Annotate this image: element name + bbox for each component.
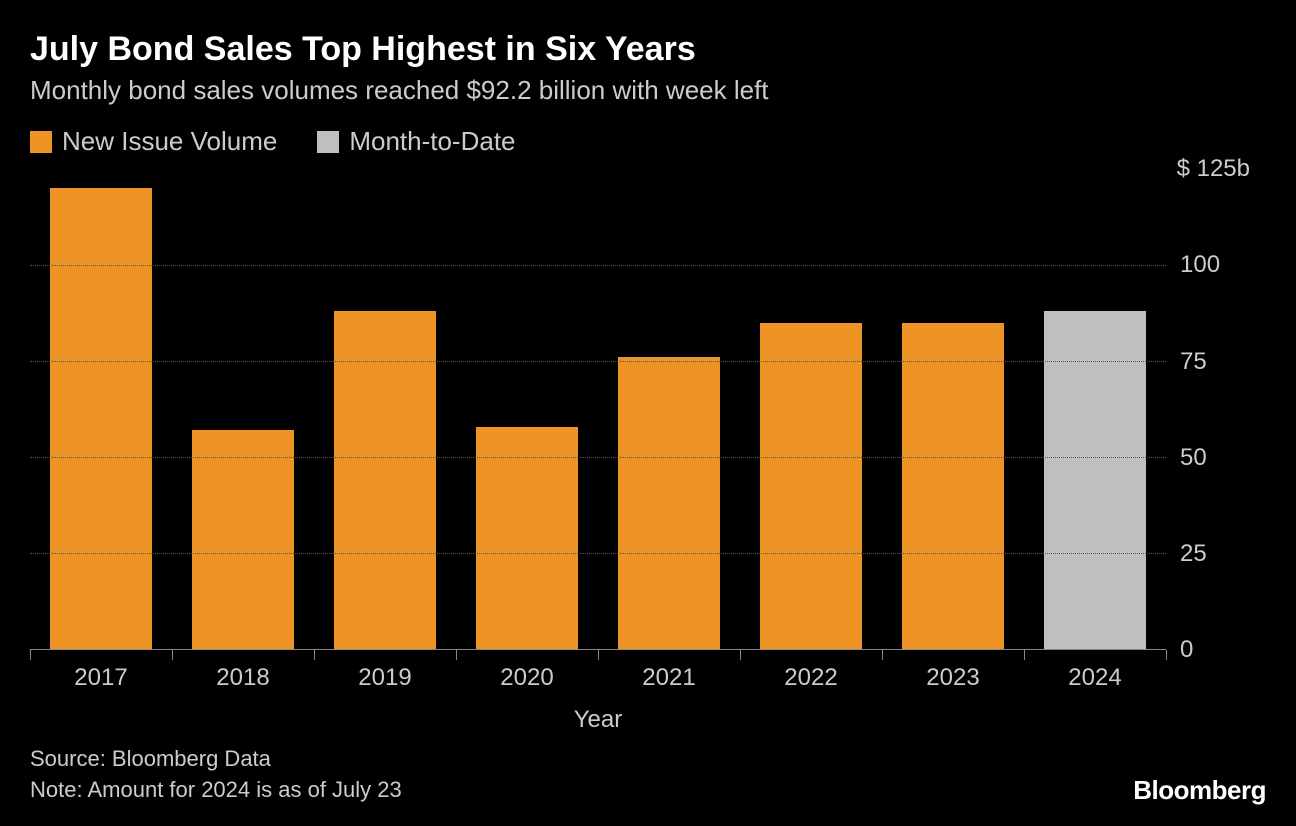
chart-title: July Bond Sales Top Highest in Six Years — [30, 30, 1266, 69]
gridline — [30, 457, 1166, 458]
x-tick-label: 2023 — [882, 650, 1024, 692]
bar — [192, 430, 294, 649]
bar — [902, 323, 1004, 650]
brand-logo: Bloomberg — [1133, 775, 1266, 806]
x-tick-label: 2020 — [456, 650, 598, 692]
x-tick-label: 2018 — [172, 650, 314, 692]
chart-container: July Bond Sales Top Highest in Six Years… — [0, 0, 1296, 826]
y-tick-label: 25 — [1170, 540, 1250, 568]
legend-item-new-issue: New Issue Volume — [30, 126, 277, 157]
x-tick-mark — [882, 650, 883, 660]
y-tick-label: 100 — [1170, 251, 1250, 279]
x-tick-label: 2021 — [598, 650, 740, 692]
bar — [760, 323, 862, 650]
footer-text: Source: Bloomberg Data Note: Amount for … — [30, 744, 402, 806]
bar — [476, 427, 578, 650]
y-axis-top-label: $ 125b — [1177, 155, 1250, 183]
y-tick-label: 50 — [1170, 444, 1250, 472]
legend-label-new-issue: New Issue Volume — [62, 126, 277, 157]
x-tick-label: 2017 — [30, 650, 172, 692]
x-tick-mark — [740, 650, 741, 660]
bar — [50, 188, 152, 649]
x-tick-mark — [314, 650, 315, 660]
x-tick-mark — [1024, 650, 1025, 660]
x-tick-mark — [598, 650, 599, 660]
footer-source: Source: Bloomberg Data — [30, 744, 402, 775]
gridline — [30, 265, 1166, 266]
legend-label-mtd: Month-to-Date — [349, 126, 515, 157]
y-axis: $ 125b 0255075100 — [1166, 169, 1266, 650]
x-tick-mark — [172, 650, 173, 660]
chart-footer: Source: Bloomberg Data Note: Amount for … — [30, 744, 1266, 806]
footer-note: Note: Amount for 2024 is as of July 23 — [30, 775, 402, 806]
x-tick-label: 2019 — [314, 650, 456, 692]
chart-subtitle: Monthly bond sales volumes reached $92.2… — [30, 75, 1266, 106]
gridline — [30, 553, 1166, 554]
x-tick-label: 2024 — [1024, 650, 1166, 692]
x-tick-mark — [30, 650, 31, 660]
chart-area: $ 125b 0255075100 2017201820192020202120… — [30, 169, 1266, 730]
legend-swatch-mtd — [317, 131, 339, 153]
gridline — [30, 361, 1166, 362]
plot-area — [30, 169, 1166, 650]
x-tick-mark — [1166, 650, 1167, 660]
legend-item-mtd: Month-to-Date — [317, 126, 515, 157]
x-axis-title: Year — [30, 706, 1166, 734]
bar — [618, 357, 720, 649]
y-tick-label: 75 — [1170, 348, 1250, 376]
y-tick-label: 0 — [1170, 636, 1250, 664]
legend: New Issue Volume Month-to-Date — [30, 126, 1266, 157]
x-tick-label: 2022 — [740, 650, 882, 692]
legend-swatch-new-issue — [30, 131, 52, 153]
x-axis: 20172018201920202021202220232024 Year — [30, 650, 1166, 730]
x-tick-mark — [456, 650, 457, 660]
bars-group — [30, 169, 1166, 649]
